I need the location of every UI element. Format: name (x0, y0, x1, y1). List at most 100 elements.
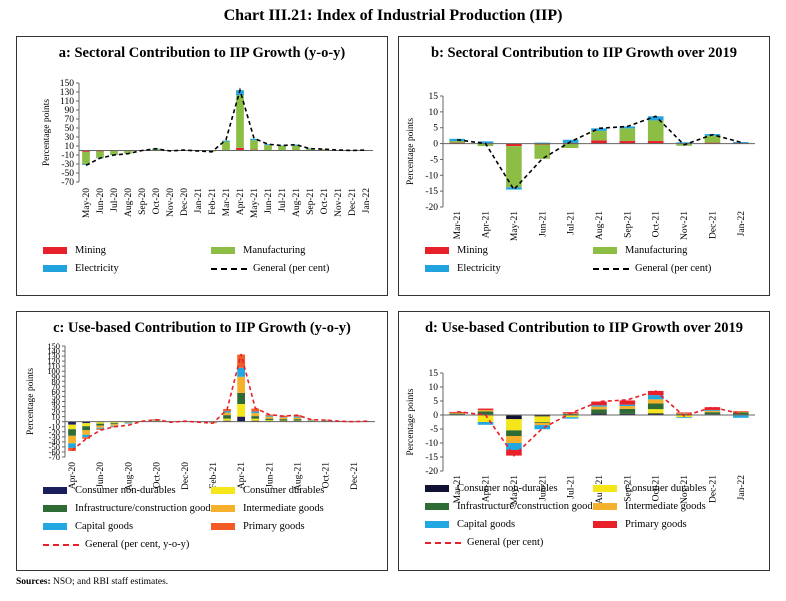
bar-d-May-21-consumernondurables (506, 415, 522, 420)
bar-c-May-21-intermediategoods (251, 413, 260, 417)
bar-b-Aug-21-electricity (591, 128, 607, 131)
y-tick-label-c: 90 (52, 371, 61, 381)
bar-d-Jan-22-intermediategoods (733, 411, 749, 413)
x-tick-label-a: May-21 (250, 188, 260, 218)
bar-a-Mar-21-electricity (222, 140, 230, 142)
legend-item-b: Manufacturing (593, 245, 687, 256)
chart-b: -20 -15 -10 -5 0 5 10 15 Percentage points Mar-21… (406, 92, 755, 241)
x-tick-label-b: Aug-21 (595, 211, 605, 240)
bar-c-Apr-21-consumernondurables (237, 416, 246, 422)
x-tick-label-b: Nov-21 (680, 211, 690, 240)
y-tick-label-c: 150 (47, 341, 60, 351)
y-tick-label-a: 50 (65, 124, 75, 134)
bar-d-Nov-21-infrastructureconstructiongoods (676, 413, 692, 415)
legend-color-swatch (43, 523, 67, 530)
legend-item-b: Mining (425, 245, 488, 256)
bar-d-Apr-21-infrastructureconstructiongoods (477, 411, 494, 415)
line-series-d (457, 390, 742, 457)
x-tick-label-b: Jul-21 (567, 211, 577, 235)
y-tick-label-a: 90 (65, 106, 75, 116)
x-tick-label-a: Dec-21 (348, 188, 358, 216)
bar-d-Mar-21-intermediategoods (449, 412, 465, 414)
y-tick-label-d: -15 (425, 453, 438, 463)
bar-c-May-20-consumerdurables (82, 423, 91, 427)
bar-a-Jul-21-manufacturing (278, 146, 286, 151)
bar-a-May-21-electricity (250, 138, 258, 141)
bar-c-Mar-21-capitalgoods (223, 411, 231, 413)
legend-item-b: Electricity (425, 263, 501, 274)
x-tick-label-c: Feb-21 (209, 462, 219, 489)
x-tick-label-d: Apr-21 (482, 475, 492, 502)
x-tick-label-a: Feb-21 (208, 188, 218, 215)
y-tick-label-a: -30 (61, 160, 74, 170)
x-tick-label-a: Jan-21 (194, 188, 204, 214)
y-tick-label-b: -20 (425, 203, 438, 213)
legend-color-swatch (425, 247, 449, 254)
x-tick-label-d: Mar-21 (453, 475, 463, 504)
legend-item-c: General (per cent, y-o-y) (43, 539, 189, 550)
bar-d-Sep-21-intermediategoods (619, 406, 636, 409)
main-title: Chart III.21: Index of Industrial Produc… (223, 7, 563, 24)
bar-d-Jun-21-capitalgoods (534, 425, 551, 430)
bar-c-Apr-20-intermediategoods (68, 435, 76, 444)
bar-b-Apr-21-electricity (477, 141, 494, 144)
bar-c-Jun-20-primarygoods (96, 428, 105, 430)
legend-item-a: General (per cent) (211, 263, 329, 274)
bar-a-Oct-21-manufacturing (320, 149, 328, 151)
x-tick-label-a: Mar-21 (222, 188, 232, 217)
y-tick-label-a: -50 (61, 169, 74, 179)
bar-c-Aug-21-capitalgoods (293, 416, 302, 418)
bar-c-May-21-capitalgoods (251, 411, 260, 414)
bar-d-Dec-21-intermediategoods (704, 410, 721, 413)
bar-c-Oct-21-primarygoods (321, 419, 330, 421)
bar-c-Apr-21-infrastructureconstructiongoods (237, 392, 246, 405)
y-tick-label-d: 0 (433, 411, 438, 421)
y-tick-label-c: 130 (47, 351, 60, 361)
x-tick-label-a: Oct-20 (152, 188, 162, 215)
legend-item-d: General (per cent) (425, 537, 543, 548)
bar-c-Jun-21-intermediategoods (265, 416, 274, 419)
bar-a-Apr-21-mining (236, 147, 244, 151)
bar-c-Apr-20-consumernondurables (68, 421, 76, 425)
bar-c-Apr-21-capitalgoods (237, 367, 246, 377)
bar-a-Jun-21-manufacturing (264, 145, 272, 151)
bar-c-Apr-20-consumerdurables (68, 424, 76, 430)
bar-a-Mar-21-manufacturing (222, 141, 230, 151)
x-tick-label-a: Nov-21 (334, 188, 344, 217)
sources-note: Sources: NSO; and RBI staff estimates. (16, 577, 168, 587)
bar-a-Apr-21-manufacturing (236, 95, 244, 148)
bar-b-Oct-21-mining (647, 141, 664, 144)
bar-d-Sep-21-infrastructureconstructiongoods (619, 408, 636, 414)
bar-a-May-21-manufacturing (250, 140, 258, 150)
bar-c-Jul-21-capitalgoods (279, 417, 288, 418)
x-tick-label-a: Jun-20 (96, 188, 106, 214)
x-tick-label-b: Jun-21 (538, 211, 548, 237)
bar-a-Aug-21-electricity (292, 144, 300, 146)
bar-d-Apr-21-intermediategoods (477, 409, 494, 412)
y-tick-label-b: -5 (430, 155, 438, 165)
x-tick-label-c: Apr-21 (237, 462, 247, 489)
legend-label: Consumer non-durables (457, 483, 558, 494)
y-tick-label-b: 5 (433, 124, 438, 134)
bar-c-Oct-20-infrastructureconstructiongoods (152, 420, 161, 422)
x-tick-label-a: Jun-21 (264, 188, 274, 214)
legend-item-c: Primary goods (211, 521, 305, 532)
legend-label: Electricity (457, 263, 501, 274)
x-tick-label-a: Aug-21 (292, 188, 302, 217)
panel-b-title: b: Sectoral Contribution to IIP Growth o… (431, 45, 737, 61)
x-tick-label-a: Sep-20 (138, 188, 148, 215)
legend-label: General (per cent) (467, 537, 544, 548)
panel-d: d: Use-based Contribution to IIP Growth … (398, 311, 770, 571)
legend-item-c: Infrastructure/construction goods (43, 503, 215, 514)
bar-c-Mar-21-consumerdurables (223, 418, 231, 421)
panel-d-title: d: Use-based Contribution to IIP Growth … (424, 320, 744, 336)
bar-c-May-20-consumernondurables (82, 421, 91, 424)
bar-c-May-21-primarygoods (251, 408, 260, 412)
bar-b-Sep-21-manufacturing (619, 128, 636, 142)
y-axis-title-d: Percentage points (406, 388, 416, 456)
legend-label: General (per cent) (635, 263, 712, 274)
legend-color-swatch (211, 247, 235, 254)
bar-a-Jun-21-electricity (264, 144, 272, 146)
x-tick-label-a: May-20 (82, 188, 92, 218)
bar-c-May-21-infrastructureconstructiongoods (251, 416, 260, 419)
